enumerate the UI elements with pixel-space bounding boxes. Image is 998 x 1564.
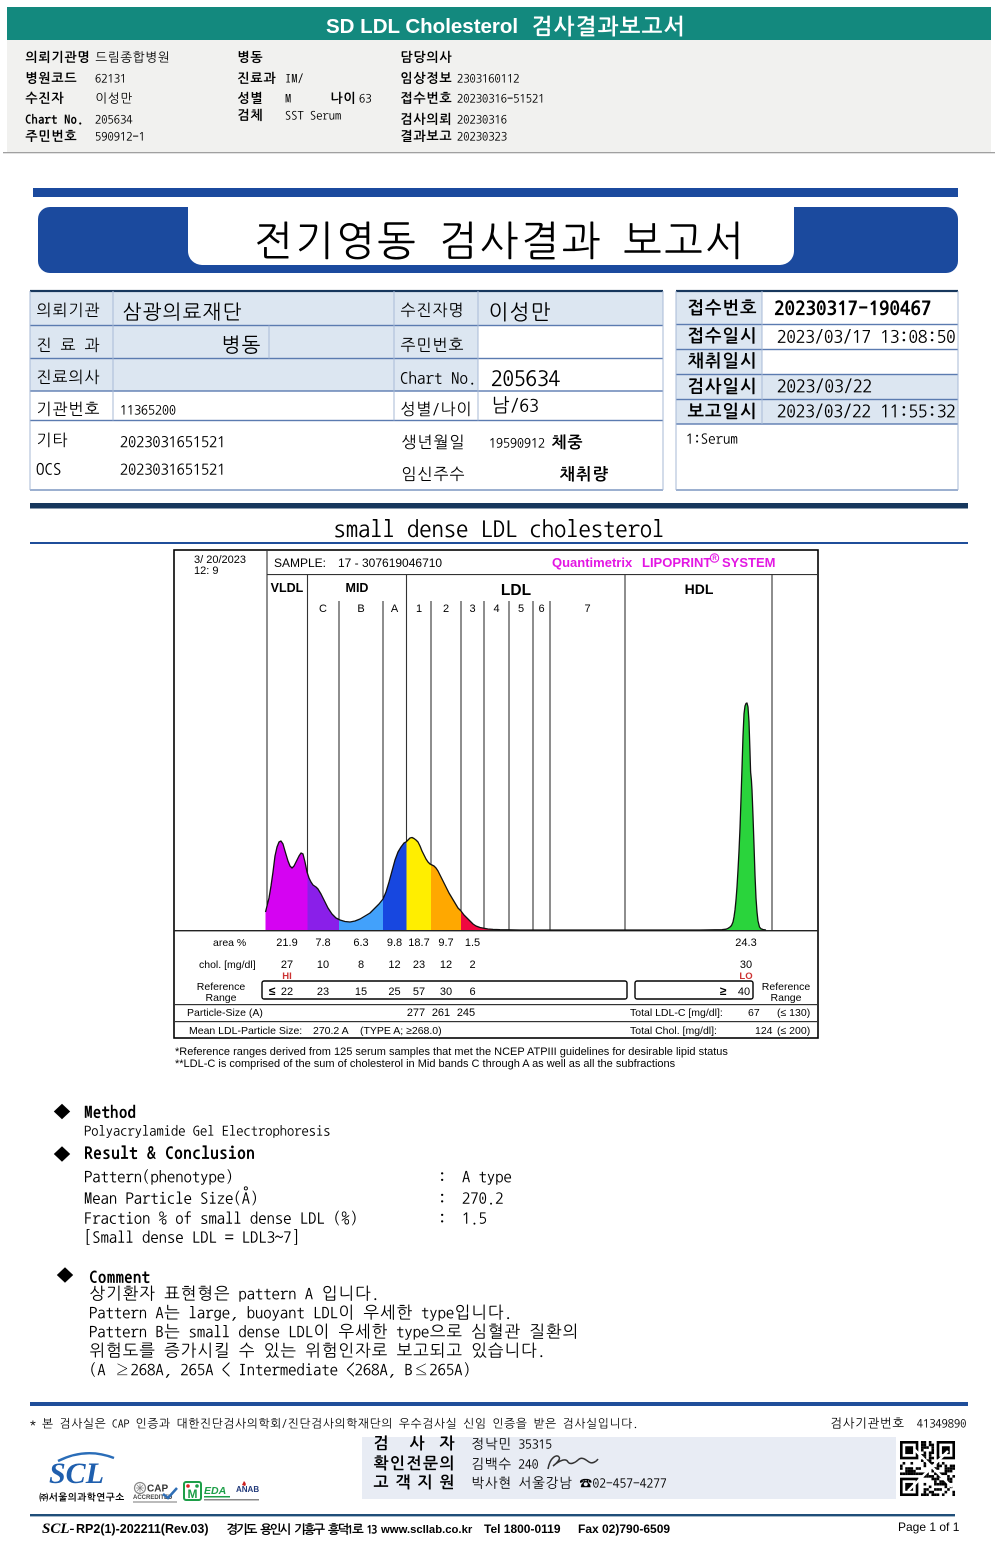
svg-text:5: 5 <box>518 603 524 615</box>
svg-text:(≤ 200): (≤ 200) <box>777 1025 810 1037</box>
svg-text:7.8: 7.8 <box>315 937 330 949</box>
svg-text:LIPOPRINT: LIPOPRINT <box>642 555 711 570</box>
svg-text:(≤ 130): (≤ 130) <box>777 1007 810 1019</box>
svg-text:MID: MID <box>346 581 369 595</box>
svg-text:9.8: 9.8 <box>387 937 402 949</box>
svg-text:(TYPE A; ≥268.0): (TYPE A; ≥268.0) <box>360 1025 442 1037</box>
svg-text:EDA: EDA <box>204 1485 226 1497</box>
svg-text:6: 6 <box>538 603 544 615</box>
svg-text:1: 1 <box>416 603 422 615</box>
svg-text:*Reference ranges derived from: *Reference ranges derived from 125 serum… <box>175 1046 728 1058</box>
svg-text:CAP: CAP <box>147 1484 168 1495</box>
svg-text:SD LDL Cholesterol: SD LDL Cholesterol <box>326 15 518 38</box>
svg-text:M: M <box>188 1487 198 1501</box>
svg-text:**LDL-C is comprised of the su: **LDL-C is comprised of the sum of chole… <box>175 1058 676 1070</box>
svg-text:277: 277 <box>407 1007 425 1019</box>
svg-text:3: 3 <box>469 603 475 615</box>
svg-text:ACCREDITED: ACCREDITED <box>133 1495 173 1501</box>
svg-text:3/ 20/2023: 3/ 20/2023 <box>194 554 246 566</box>
svg-text:27: 27 <box>281 959 293 971</box>
svg-text:SYSTEM: SYSTEM <box>722 555 775 570</box>
svg-text:Reference: Reference <box>762 981 811 993</box>
svg-text:67: 67 <box>748 1007 760 1019</box>
svg-text:21.9: 21.9 <box>276 937 297 949</box>
svg-text:6: 6 <box>469 986 475 998</box>
svg-text:≥: ≥ <box>720 984 727 998</box>
svg-text:C: C <box>319 603 327 615</box>
svg-text:261: 261 <box>432 1007 450 1019</box>
svg-text:7: 7 <box>584 603 590 615</box>
svg-text:Reference: Reference <box>197 981 246 993</box>
svg-text:R: R <box>712 556 717 562</box>
svg-text:Total LDL-C [mg/dl]:: Total LDL-C [mg/dl]: <box>630 1007 723 1019</box>
svg-text:LO: LO <box>739 971 752 982</box>
svg-text:40: 40 <box>738 986 750 998</box>
svg-text:Range: Range <box>206 992 237 1004</box>
svg-text:57: 57 <box>413 986 425 998</box>
svg-text:15: 15 <box>355 986 367 998</box>
svg-text:LDL: LDL <box>501 582 531 599</box>
svg-text:25: 25 <box>388 986 400 998</box>
svg-text:www.scllab.co.kr: www.scllab.co.kr <box>380 1524 473 1536</box>
svg-text:SAMPLE:: SAMPLE: <box>274 556 326 570</box>
svg-text:12: 12 <box>440 959 452 971</box>
svg-text:30: 30 <box>440 986 452 998</box>
svg-text:12: 9: 12: 9 <box>194 565 218 577</box>
svg-text:Particle-Size (A): Particle-Size (A) <box>187 1007 263 1019</box>
svg-text:6.3: 6.3 <box>353 937 368 949</box>
svg-text:VLDL: VLDL <box>271 581 304 595</box>
svg-text:RP2(1)-202211(Rev.03): RP2(1)-202211(Rev.03) <box>76 1522 208 1536</box>
svg-text:B: B <box>357 603 364 615</box>
svg-text:≤: ≤ <box>269 984 276 998</box>
svg-text:124: 124 <box>755 1025 773 1037</box>
svg-text:SCL: SCL <box>49 1457 104 1490</box>
svg-text:Fax 02)790-6509: Fax 02)790-6509 <box>578 1522 670 1536</box>
svg-text:9.7: 9.7 <box>438 937 453 949</box>
svg-text:12: 12 <box>388 959 400 971</box>
svg-text:Quantimetrix: Quantimetrix <box>552 555 633 570</box>
svg-text:10: 10 <box>317 959 329 971</box>
svg-text:2: 2 <box>443 603 449 615</box>
svg-text:1.5: 1.5 <box>465 937 480 949</box>
svg-text:Mean LDL-Particle Size:: Mean LDL-Particle Size: <box>189 1025 302 1037</box>
svg-text:HI: HI <box>282 971 292 982</box>
svg-text:area %: area % <box>213 937 246 949</box>
svg-text:Range: Range <box>771 992 802 1004</box>
svg-text:2: 2 <box>469 959 475 971</box>
svg-text:18.7: 18.7 <box>408 937 429 949</box>
svg-text:22: 22 <box>281 986 293 998</box>
svg-text:Total Chol. [mg/dl]:: Total Chol. [mg/dl]: <box>630 1025 717 1037</box>
svg-text:HDL: HDL <box>685 581 714 597</box>
svg-text:23: 23 <box>413 959 425 971</box>
svg-text:270.2 A: 270.2 A <box>313 1025 349 1037</box>
svg-text:SCL-: SCL- <box>42 1521 75 1537</box>
svg-text:A: A <box>391 603 399 615</box>
svg-text:24.3: 24.3 <box>735 937 756 949</box>
svg-text:245: 245 <box>457 1007 475 1019</box>
svg-text:23: 23 <box>317 986 329 998</box>
svg-text:Page 1 of 1: Page 1 of 1 <box>898 1520 960 1534</box>
svg-text:17 - 307619046710: 17 - 307619046710 <box>338 556 442 570</box>
svg-text:8: 8 <box>358 959 364 971</box>
svg-text:Tel 1800-0119: Tel 1800-0119 <box>484 1522 561 1536</box>
svg-text:30: 30 <box>740 959 752 971</box>
svg-text:chol. [mg/dl]: chol. [mg/dl] <box>199 959 256 971</box>
svg-text:ANAB: ANAB <box>236 1485 259 1494</box>
svg-text:4: 4 <box>493 603 499 615</box>
